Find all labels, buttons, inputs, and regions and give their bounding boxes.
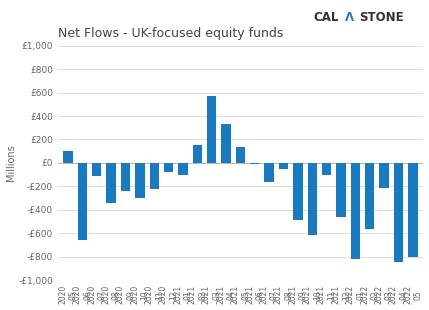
Bar [322, 163, 331, 175]
Text: Net Flows - UK-focused equity funds: Net Flows - UK-focused equity funds [58, 27, 283, 40]
Text: STONE: STONE [359, 11, 404, 24]
Y-axis label: Millions: Millions [6, 144, 15, 181]
Bar [221, 124, 231, 163]
Bar [207, 96, 216, 163]
Bar [135, 163, 145, 198]
Bar [265, 163, 274, 182]
Bar [350, 163, 360, 259]
Bar [63, 151, 73, 163]
Bar [78, 163, 87, 241]
Bar [106, 163, 116, 203]
Bar [279, 163, 288, 170]
Bar [178, 163, 187, 175]
Text: CAL: CAL [313, 11, 338, 24]
Bar [193, 145, 202, 163]
Bar [365, 163, 375, 229]
Bar [394, 163, 403, 262]
Bar [164, 163, 173, 172]
Bar [293, 163, 302, 220]
Bar [308, 163, 317, 235]
Bar [336, 163, 346, 217]
Bar [150, 163, 159, 189]
Bar [236, 147, 245, 163]
Bar [408, 163, 417, 257]
Bar [379, 163, 389, 188]
Bar [250, 163, 260, 164]
Bar [92, 163, 101, 176]
Text: Λ: Λ [344, 11, 353, 24]
Bar [121, 163, 130, 191]
